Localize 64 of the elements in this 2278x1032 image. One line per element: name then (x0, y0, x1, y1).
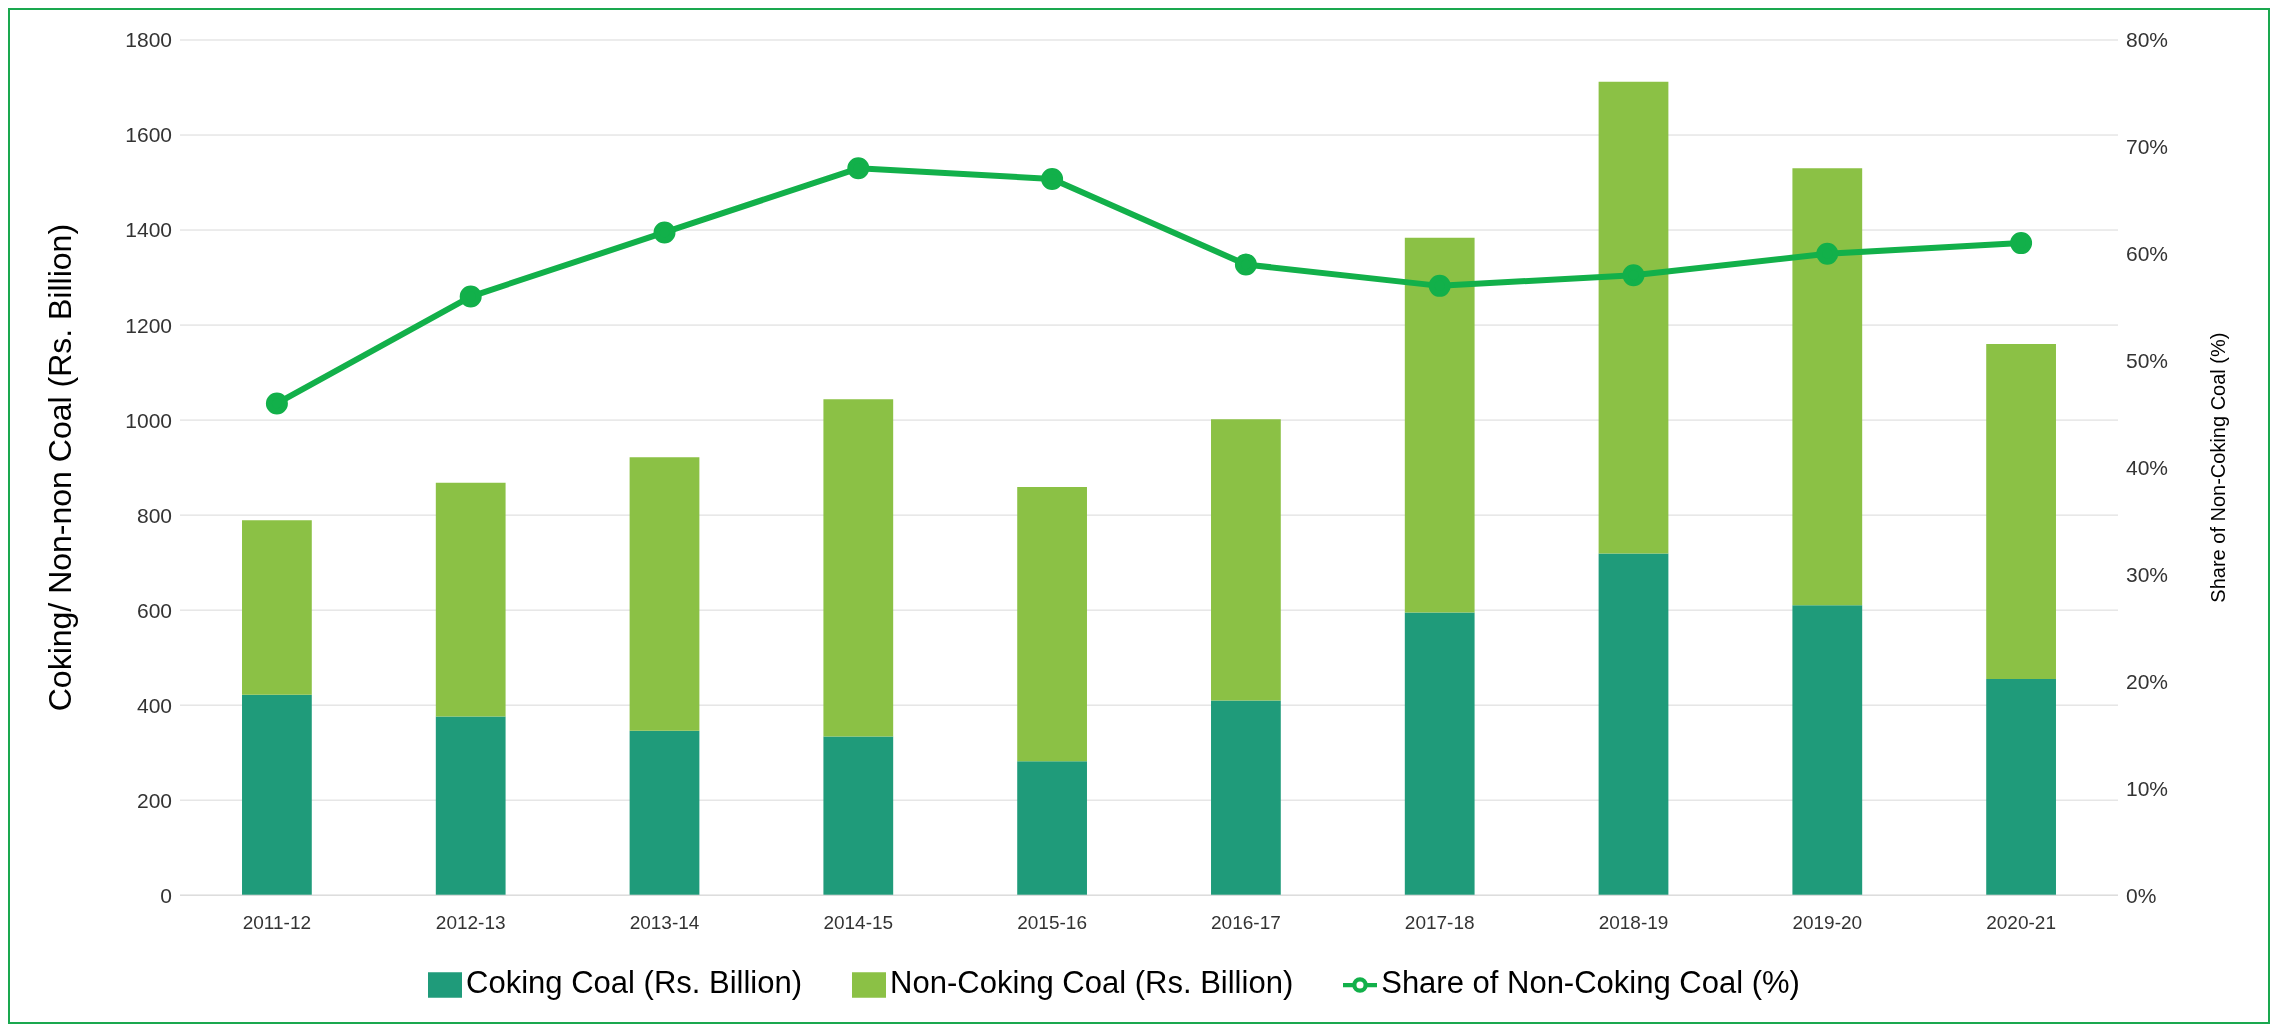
y-tick-label: 200 (136, 788, 172, 812)
y2-tick-label: 20% (2126, 669, 2169, 693)
bar (823, 399, 894, 737)
legend-label: Non-Coking Coal (Rs. Billion) (890, 965, 1294, 1001)
x-tick-label: 2015-16 (1017, 911, 1087, 933)
y2-tick-label: 70% (2126, 135, 2169, 159)
bar (1598, 553, 1669, 896)
x-tick-label: 2016-17 (1211, 911, 1281, 933)
y-tick-label: 1000 (125, 408, 172, 432)
point (847, 157, 870, 180)
y-tick-label: 1800 (125, 28, 172, 52)
bar (1404, 237, 1475, 613)
y2-tick-label: 50% (2126, 349, 2169, 373)
bar (1792, 168, 1863, 606)
bar (629, 457, 700, 731)
y2-tick-label: 60% (2126, 242, 2169, 266)
y2-axis-title: Share of Non-Coking Coal (%) (2207, 332, 2230, 603)
bar (1211, 700, 1281, 896)
legend-label: Share of Non-Coking Coal (%) (1381, 965, 1800, 1001)
y2-tick-label: 30% (2126, 562, 2169, 586)
y-tick-label: 0 (160, 883, 172, 907)
x-tick-label: 2012-13 (435, 911, 506, 933)
point (265, 392, 288, 415)
y2-tick-label: 10% (2126, 776, 2169, 800)
legend-label: Coking Coal (Rs. Billion) (466, 965, 803, 1001)
y-axis-title: Coking/ Non-non Coal (Rs. Billion) (42, 223, 79, 712)
y-tick-label: 1200 (125, 313, 172, 337)
point (1816, 242, 1839, 265)
bar (823, 736, 894, 896)
bar (242, 694, 312, 896)
point (1234, 253, 1257, 276)
x-tick-label: 2014-15 (823, 911, 894, 933)
point (1622, 264, 1645, 287)
y-tick-label: 600 (136, 598, 172, 622)
point (459, 285, 482, 308)
bar (1986, 679, 2056, 896)
bar (1792, 605, 1863, 896)
y2-tick-label: 40% (2126, 456, 2169, 480)
bar (629, 730, 700, 896)
point (2010, 232, 2033, 255)
bar (1404, 612, 1475, 896)
x-tick-label: 2013-14 (629, 911, 700, 933)
y-tick-label: 1400 (125, 218, 172, 242)
bar (1211, 419, 1281, 701)
x-tick-label: 2020-21 (1986, 911, 2056, 933)
point (1041, 167, 1064, 190)
bar (242, 520, 312, 695)
y-tick-label: 1600 (125, 123, 172, 147)
bar (1598, 81, 1669, 554)
x-tick-label: 2017-18 (1404, 911, 1475, 933)
x-tick-label: 2011-12 (242, 911, 312, 933)
y2-tick-label: 0% (2126, 883, 2157, 907)
y-tick-label: 400 (136, 693, 172, 717)
bar (1017, 761, 1087, 896)
bar (435, 482, 506, 717)
point (653, 221, 676, 244)
bar (435, 716, 506, 896)
x-tick-label: 2019-20 (1792, 911, 1863, 933)
y2-tick-label: 80% (2126, 28, 2169, 52)
point (1428, 274, 1451, 297)
bar (1986, 344, 2056, 680)
y-tick-label: 800 (136, 503, 172, 527)
bar (1017, 487, 1087, 762)
x-tick-label: 2018-19 (1598, 911, 1669, 933)
